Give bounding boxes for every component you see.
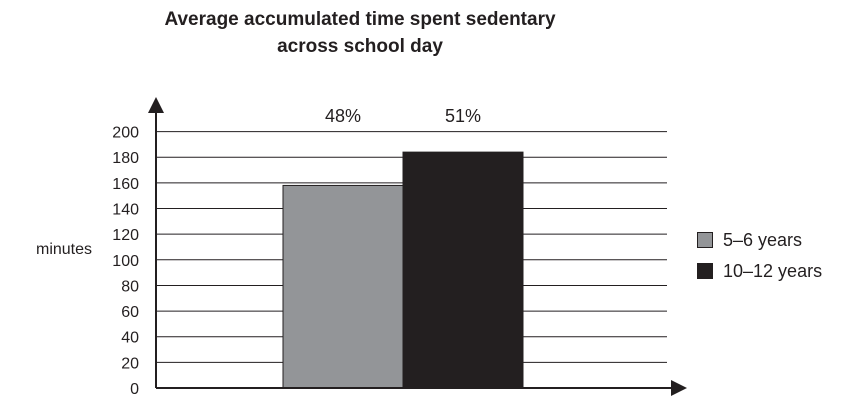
bar-data-label: 51% [445,106,481,126]
y-tick-label: 0 [130,381,139,398]
y-tick-label: 180 [112,150,139,167]
chart-title: Average accumulated time spent sedentary… [150,6,570,60]
y-tick-label: 100 [112,253,139,270]
legend-swatch [697,263,713,279]
chart-title-line-1: Average accumulated time spent sedentary [164,9,556,30]
legend-swatch [697,232,713,248]
y-tick-label: 120 [112,227,139,244]
legend-label: 10–12 years [723,261,823,281]
y-tick-label: 40 [121,330,139,347]
y-tick-label: 160 [112,176,139,193]
chart-title-line-2: across school day [277,36,443,57]
axes [148,97,687,396]
y-tick-label: 80 [121,278,139,295]
bar-10-12-years [402,151,524,389]
y-tick-label: 140 [112,202,139,219]
bar-data-label: 48% [325,106,361,126]
y-tick-label: 60 [121,304,139,321]
y-axis-arrow-icon [148,97,164,113]
y-tick-labels: 0 20 40 60 80 100 120 140 160 180 200 [112,125,139,398]
data-labels: 48% 51% [325,106,481,126]
legend-label: 5–6 years [723,230,803,250]
y-tick-label: 20 [121,355,139,372]
bars [282,151,524,389]
bar-5-6-years [282,184,404,389]
y-axis-title: minutes [36,241,92,258]
legend-item-10-12-years: 10–12 years [697,261,822,281]
legend: 5–6 years 10–12 years [697,230,822,292]
x-axis-arrow-icon [671,380,687,396]
y-tick-label: 200 [112,125,139,142]
legend-item-5-6-years: 5–6 years [697,230,822,250]
